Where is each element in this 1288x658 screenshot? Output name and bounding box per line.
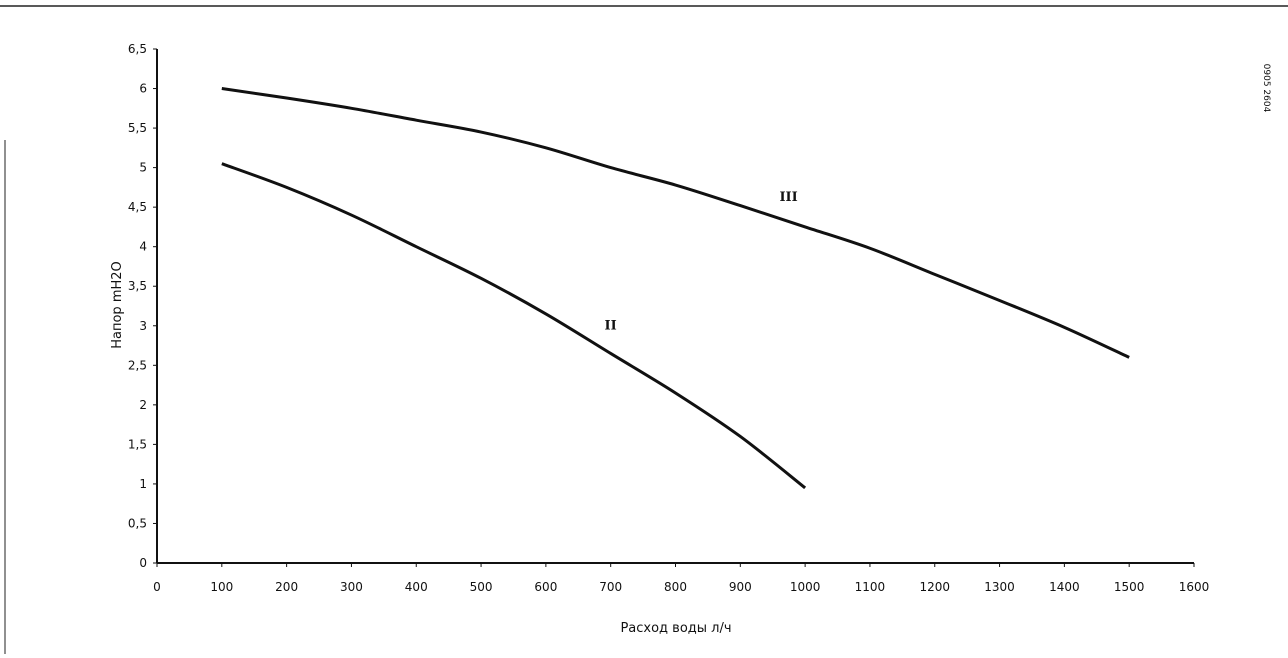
x-tick-label: 700 (599, 580, 622, 594)
document-code: 0905 2604 (1261, 64, 1271, 113)
x-tick-label: 1300 (984, 580, 1015, 594)
x-axis-label: Расход воды л/ч (620, 621, 731, 636)
x-tick-label: 100 (210, 580, 233, 594)
y-tick-label: 4 (139, 240, 147, 254)
y-tick-label: 1 (139, 477, 147, 491)
y-tick-label: 3,5 (128, 279, 147, 293)
x-axis-ticks: 0 100 200 300 400 500 600 700 800 900 1000 1100 1200… (153, 563, 1209, 594)
y-axis-ticks: 0 0,5 1 1,5 2 2,5 3 3,5 4 4,5 5 5,5 6 6,5 (128, 42, 157, 570)
x-tick-label: 400 (405, 580, 428, 594)
y-tick-label: 6,5 (128, 42, 147, 56)
x-tick-label: 1600 (1179, 580, 1210, 594)
x-tick-label: 1000 (790, 580, 821, 594)
y-tick-label: 0,5 (128, 516, 147, 530)
series-label-ii: II (604, 319, 616, 334)
x-tick-label: 200 (275, 580, 298, 594)
x-tick-label: 1200 (919, 580, 950, 594)
x-tick-label: 1100 (855, 580, 886, 594)
x-tick-label: 500 (470, 580, 493, 594)
y-tick-label: 2,5 (128, 358, 147, 372)
x-tick-label: 800 (664, 580, 687, 594)
y-tick-label: 0 (139, 556, 147, 570)
series-line-ii (221, 162, 807, 490)
y-tick-label: 2 (139, 398, 147, 412)
y-tick-label: 6 (139, 82, 147, 96)
x-tick-label: 1400 (1049, 580, 1080, 594)
y-axis-label: Напор mH2O (110, 261, 125, 349)
y-tick-label: 5,5 (128, 121, 147, 135)
y-tick-label: 5 (139, 161, 147, 175)
y-tick-label: 3 (139, 319, 147, 333)
series-line-iii (221, 87, 1130, 359)
x-tick-label: 600 (534, 580, 557, 594)
y-tick-label: 4,5 (128, 200, 147, 214)
y-tick-label: 1,5 (128, 437, 147, 451)
x-tick-label: 300 (340, 580, 363, 594)
x-tick-label: 900 (729, 580, 752, 594)
series-label-iii: III (779, 190, 797, 205)
axes (156, 49, 1194, 564)
x-tick-label: 0 (153, 580, 161, 594)
x-tick-label: 1500 (1114, 580, 1145, 594)
